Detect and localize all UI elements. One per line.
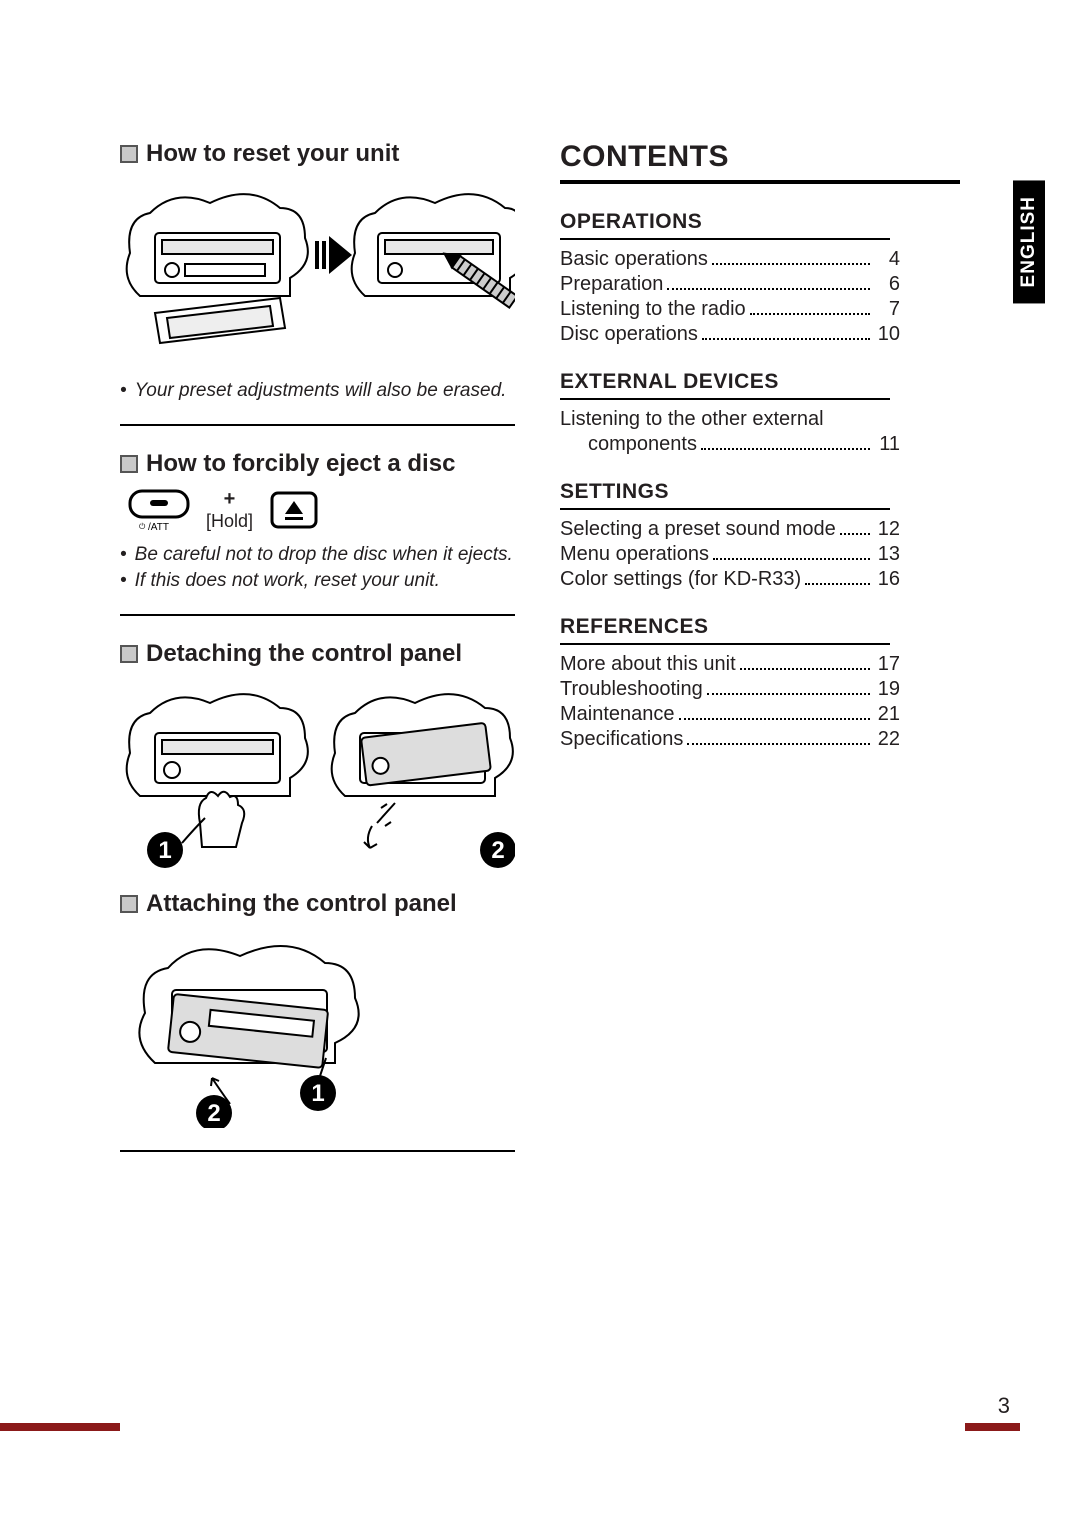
toc-page: 19 (874, 678, 900, 701)
heading-text: Detaching the control panel (146, 640, 462, 668)
note-text: If this does not work, reset your unit. (135, 570, 440, 592)
toc-label: More about this unit (560, 653, 736, 676)
toc-label: Troubleshooting (560, 678, 703, 701)
divider (120, 1150, 515, 1152)
bullet-icon (120, 145, 138, 163)
toc-dots (701, 448, 870, 450)
toc-label: Color settings (for KD-R33) (560, 568, 801, 591)
toc-page: 16 (874, 568, 900, 591)
toc-label: Basic operations (560, 248, 708, 271)
toc-dots (805, 583, 870, 585)
toc-page: 10 (874, 323, 900, 346)
toc-row: Troubleshooting 19 (560, 678, 900, 701)
eject-illustration: ⏻ /ATT + [Hold] (128, 488, 515, 532)
toc-row: Menu operations 13 (560, 543, 900, 566)
toc-label: Menu operations (560, 543, 709, 566)
toc-page: 17 (874, 653, 900, 676)
heading-text: Attaching the control panel (146, 890, 457, 918)
svg-text:2: 2 (491, 837, 504, 864)
toc-dots (707, 693, 870, 695)
footer-bar (0, 1423, 1080, 1431)
toc-label: Listening to the other external (560, 408, 824, 431)
toc-label: Listening to the radio (560, 298, 746, 321)
toc-section: OPERATIONSBasic operations4Preparation6L… (560, 210, 960, 346)
toc-section: SETTINGSSelecting a preset sound mode12M… (560, 480, 960, 591)
toc-heading: REFERENCES (560, 615, 890, 645)
toc-row: Maintenance 21 (560, 703, 900, 726)
heading-text: How to forcibly eject a disc (146, 450, 455, 478)
toc-heading: SETTINGS (560, 480, 890, 510)
toc-dots (702, 338, 870, 340)
toc-dots (712, 263, 870, 265)
toc-dots (687, 743, 870, 745)
svg-text:1: 1 (158, 837, 171, 864)
bullet-icon (120, 455, 138, 473)
toc-page: 7 (874, 298, 900, 321)
svg-text:1: 1 (311, 1080, 324, 1107)
toc-label: Disc operations (560, 323, 698, 346)
page-number: 3 (998, 1393, 1010, 1419)
toc-row: components 11 (560, 433, 900, 456)
toc-page: 22 (874, 728, 900, 751)
toc-page: 13 (874, 543, 900, 566)
note-text: Your preset adjustments will also be era… (135, 380, 507, 402)
toc-dots (840, 533, 870, 535)
contents-title: CONTENTS (560, 140, 960, 184)
toc-page: 12 (874, 518, 900, 541)
hold-label: [Hold] (206, 511, 253, 532)
attach-illustration: 1 2 (120, 928, 515, 1128)
language-tab: ENGLISH (1013, 180, 1045, 303)
toc-row: Selecting a preset sound mode 12 (560, 518, 900, 541)
toc-dots (740, 668, 870, 670)
toc-label: components (560, 433, 697, 456)
section-eject-title: How to forcibly eject a disc (120, 450, 515, 478)
bullet-icon (120, 645, 138, 663)
divider (120, 614, 515, 616)
divider (120, 424, 515, 426)
section-attach-title: Attaching the control panel (120, 890, 515, 918)
plus-label: + (206, 488, 253, 511)
toc-heading: OPERATIONS (560, 210, 890, 240)
toc-section: REFERENCESMore about this unit17Troubles… (560, 615, 960, 751)
eject-note-2: • If this does not work, reset your unit… (120, 570, 515, 592)
svg-text:⏻: ⏻ (139, 522, 146, 531)
svg-text:/ATT: /ATT (148, 522, 169, 531)
toc-dots (679, 718, 870, 720)
toc-heading: EXTERNAL DEVICES (560, 370, 890, 400)
toc-row: Specifications 22 (560, 728, 900, 751)
toc-row: Listening to the other external (560, 408, 900, 431)
note-text: Be careful not to drop the disc when it … (135, 544, 513, 566)
toc-label: Specifications (560, 728, 683, 751)
svg-text:2: 2 (207, 1100, 220, 1127)
eject-button-icon (269, 490, 319, 530)
toc-row: Color settings (for KD-R33) 16 (560, 568, 900, 591)
toc-dots (667, 288, 870, 290)
toc-label: Selecting a preset sound mode (560, 518, 836, 541)
toc-label: Maintenance (560, 703, 675, 726)
reset-illustration (120, 178, 515, 368)
section-reset-title: How to reset your unit (120, 140, 515, 168)
toc-page: 4 (874, 248, 900, 271)
heading-text: How to reset your unit (146, 140, 399, 168)
toc-row: Listening to the radio 7 (560, 298, 900, 321)
section-detach-title: Detaching the control panel (120, 640, 515, 668)
toc-page: 6 (874, 273, 900, 296)
detach-illustration: 1 2 (120, 678, 515, 878)
toc-dots (713, 558, 870, 560)
toc-row: Basic operations 4 (560, 248, 900, 271)
toc-dots (750, 313, 870, 315)
eject-note-1: • Be careful not to drop the disc when i… (120, 544, 515, 566)
toc-label: Preparation (560, 273, 663, 296)
bullet-icon (120, 895, 138, 913)
toc-row: Disc operations 10 (560, 323, 900, 346)
toc-row: Preparation 6 (560, 273, 900, 296)
toc-page: 21 (874, 703, 900, 726)
toc-section: EXTERNAL DEVICES Listening to the other e… (560, 370, 960, 456)
power-button-icon: ⏻ /ATT (128, 489, 190, 531)
toc-row: More about this unit 17 (560, 653, 900, 676)
reset-note: • Your preset adjustments will also be e… (120, 380, 515, 402)
toc-page: 11 (874, 433, 900, 456)
